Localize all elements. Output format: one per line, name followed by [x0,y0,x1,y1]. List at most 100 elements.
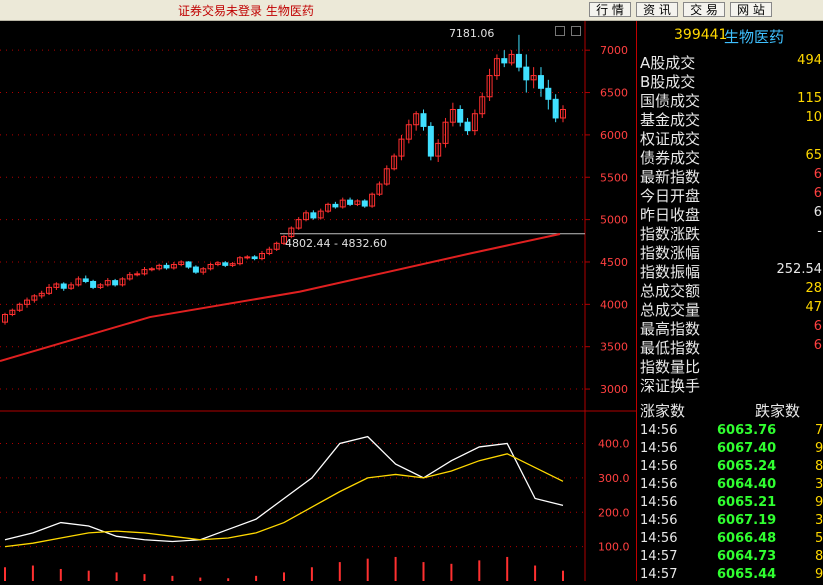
candle-body [457,108,464,123]
tick-price: 6064.73 [717,549,777,564]
candle-body [119,278,126,286]
stat-label: B股成交 [640,73,696,91]
advance-decline-header: 涨家数 跌家数 [640,400,823,420]
website-button[interactable]: 网 站 [730,2,772,17]
tick-volume: 5 [815,531,823,546]
stat-label: 基金成交 [640,111,701,129]
candle-body [90,280,97,288]
candle-body [222,262,229,266]
candle-body [148,268,155,271]
tick-price: 6065.24 [717,459,777,474]
stat-value: 6 [813,167,822,182]
candle-body [391,155,398,170]
stat-label: 深证换手 [640,377,701,395]
candle-body [442,121,449,144]
candle-body [192,266,199,273]
tick-price: 6064.40 [717,477,777,492]
tick-volume: 8 [815,459,823,474]
stat-label: 权证成交 [640,130,701,148]
range-label: 4802.44 - 4832.60 [285,237,387,250]
candle-body [16,303,23,311]
candle-body [383,168,390,185]
stat-row: 指数涨跌 - [640,223,823,243]
tick-row: 14:56 6067.40 9 [640,441,823,459]
tick-row: 14:56 6067.19 3 [640,513,823,531]
candle-body [200,268,207,273]
candle-body [486,75,493,98]
candle-body [464,121,471,132]
candle-body [449,108,456,123]
tick-price: 6065.21 [717,495,777,510]
candle-body [126,274,133,280]
tick-row: 14:56 6065.24 8 [640,459,823,477]
tick-volume: 9 [815,441,823,456]
stat-row: 指数涨幅 [640,242,823,262]
tick-time: 14:57 [640,549,678,564]
stat-row: B股成交 [640,71,823,91]
tick-time: 14:57 [640,567,678,582]
candle-body [317,210,324,219]
candle-body [104,280,111,286]
stat-row: 国债成交 115 [640,90,823,110]
tick-volume: 9 [815,567,823,582]
tick-volume: 3 [815,513,823,528]
stat-value: 6 [813,205,822,220]
candle-body [178,261,185,266]
candle-body [134,273,141,276]
candle-body [251,256,258,260]
candle-body [185,261,192,268]
trade-button[interactable]: 交 易 [683,2,725,17]
price-tick-label: 5000 [600,214,628,227]
candle-body [501,58,508,64]
stat-label: 指数涨跌 [640,225,701,243]
candle-body [295,219,302,229]
stat-value: 6 [813,319,822,334]
tick-volume: 8 [815,549,823,564]
tick-time: 14:56 [640,441,678,456]
stat-label: 今日开盘 [640,187,701,205]
candle-body [560,108,566,119]
candle-body [2,314,8,323]
quotes-button[interactable]: 行 情 [589,2,631,17]
candle-body [112,280,119,286]
stat-value: 6 [813,186,822,201]
candle-body [310,212,317,219]
candle-body [9,309,16,316]
close-icon[interactable] [571,26,581,36]
stat-row: 昨日收盘 6 [640,204,823,224]
tick-time: 14:56 [640,513,678,528]
price-tick-label: 5500 [600,171,628,184]
candle-body [552,98,559,119]
candle-body [163,264,170,269]
stat-row: A股成交 494 [640,52,823,72]
tick-time: 14:56 [640,495,678,510]
kline-chart[interactable]: 3000 3500 4000 4500 5000 5500 6000 6500 7000 100… [0,21,636,581]
candle-body [398,138,405,157]
tick-row: 14:56 6065.21 9 [640,495,823,513]
candle-body [493,58,500,77]
stat-label: 指数振幅 [640,263,701,281]
tick-volume: 7 [815,423,823,438]
candle-body [354,200,361,205]
stat-value: 65 [805,148,822,163]
tick-row: 14:57 6064.73 8 [640,549,823,567]
index-code: 399441 [674,27,728,43]
stat-label: 总成交额 [640,282,701,300]
candle-body [68,284,75,289]
candle-body [325,203,332,212]
diamond-icon[interactable] [555,26,565,36]
tick-price: 6066.48 [717,531,777,546]
candle-body [413,113,420,126]
stat-label: 昨日收盘 [640,206,701,224]
candle-body [369,193,376,207]
candle-body [273,242,280,250]
stat-row: 指数量比 [640,356,823,376]
stat-value: 252.54 [776,262,823,277]
stat-value: 6 [813,338,822,353]
tick-row: 14:56 6064.40 3 [640,477,823,495]
candle-body [479,96,486,115]
news-button[interactable]: 资 讯 [636,2,678,17]
stat-label: 最新指数 [640,168,701,186]
price-tick-label: 7000 [600,44,628,57]
candle-body [347,199,354,205]
